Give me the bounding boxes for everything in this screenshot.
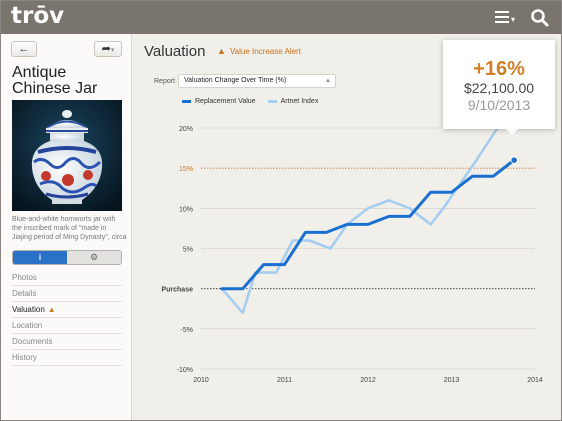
tooltip-value: $22,100.00 [463, 80, 535, 96]
x-tick-label: 2013 [444, 377, 460, 384]
report-select[interactable]: Valuation Change Over Time (%) ▲ [178, 74, 336, 88]
gears-icon: ⚙ [89, 252, 99, 262]
item-photo[interactable] [12, 100, 122, 211]
sidebar-item-label: History [12, 353, 37, 362]
search-icon[interactable] [530, 8, 550, 28]
sidebar-item-history[interactable]: History [12, 350, 122, 366]
series-artnet-index [220, 126, 499, 315]
alert-label: Value Increase Alert [229, 47, 301, 56]
view-toggle: i ⚙ [12, 250, 122, 265]
sidebar-item-label: Details [12, 289, 37, 298]
x-tick-label: 2012 [360, 377, 376, 384]
legend-item-replacement: Replacement Value [182, 98, 256, 105]
highlight-point [510, 156, 518, 164]
chevron-down-icon: ▲ [325, 78, 331, 84]
sidebar-item-label: Photos [12, 273, 37, 282]
page-title: Valuation [144, 43, 206, 60]
tooltip-date: 9/10/2013 [467, 97, 531, 113]
sidebar-nav: Photos Details Valuation ▲ Location Docum… [12, 270, 122, 366]
sidebar-item-label: Valuation [12, 305, 45, 314]
sidebar-item-location[interactable]: Location [12, 318, 122, 334]
warning-icon: ▲ [217, 46, 226, 56]
y-tick-label: -5% [181, 327, 193, 334]
legend-swatch-artnet [267, 100, 277, 103]
back-button[interactable]: ← [11, 41, 37, 57]
share-arrow-icon: ➦ [101, 43, 111, 55]
item-title: Antique Chinese Jar [12, 64, 98, 97]
share-button[interactable]: ➦▾ [94, 41, 122, 57]
chart-legend: Replacement Value Artnet Index [182, 98, 330, 105]
x-tick-label: 2010 [193, 377, 209, 384]
legend-item-artnet: Artnet Index [267, 98, 319, 105]
settings-tab[interactable]: ⚙ [67, 251, 121, 264]
legend-label: Replacement Value [195, 98, 256, 105]
valuation-chart: 20% 15% 10% 5% Purchase -5% -10%2010 2011 2012 20… [161, 126, 543, 384]
legend-swatch-replacement [182, 100, 191, 103]
y-tick-label: 10% [179, 206, 193, 213]
y-tick-label: -10% [177, 367, 193, 374]
warning-icon: ▲ [47, 305, 56, 314]
hamburger-menu-icon[interactable]: ▾ [495, 9, 521, 27]
legend-label: Artnet Index [280, 98, 319, 105]
sidebar-item-label: Documents [12, 337, 53, 346]
info-tab[interactable]: i [13, 251, 67, 264]
sidebar-item-label: Location [12, 321, 43, 330]
y-tick-label: Purchase [161, 287, 193, 294]
series-replacement-value [220, 158, 516, 291]
sidebar-item-photos[interactable]: Photos [12, 270, 122, 286]
y-tick-label: 5% [183, 247, 193, 254]
value-tooltip: +16% $22,100.00 9/10/2013 [443, 40, 555, 135]
value-increase-alert[interactable]: ▲ Value Increase Alert [217, 46, 301, 56]
info-icon: i [38, 253, 42, 262]
x-tick-label: 2011 [277, 377, 292, 384]
main-panel: 20% 15% 10% 5% Purchase -5% -10% 2010 2011 2012 20… [133, 34, 561, 420]
y-tick-label: 15% [179, 166, 193, 173]
sidebar-item-valuation[interactable]: Valuation ▲ [12, 302, 122, 318]
x-tick-label: 2014 [527, 377, 543, 384]
report-label: Report [154, 78, 176, 85]
sidebar: ← ➦▾ Antique Chinese Jar [1, 34, 132, 420]
report-select-value: Valuation Change Over Time (%) [184, 77, 287, 84]
y-tick-label: 20% [179, 126, 193, 133]
item-description: Blue-and-white hornworts jar with the in… [12, 216, 127, 241]
top-bar: trōv ▾ [1, 1, 561, 34]
trov-logo[interactable]: trōv [11, 3, 65, 29]
arrow-left-icon: ← [18, 43, 30, 55]
sidebar-item-documents[interactable]: Documents [12, 334, 122, 350]
sidebar-item-details[interactable]: Details [12, 286, 122, 302]
tooltip-percent: +16% [473, 58, 525, 80]
